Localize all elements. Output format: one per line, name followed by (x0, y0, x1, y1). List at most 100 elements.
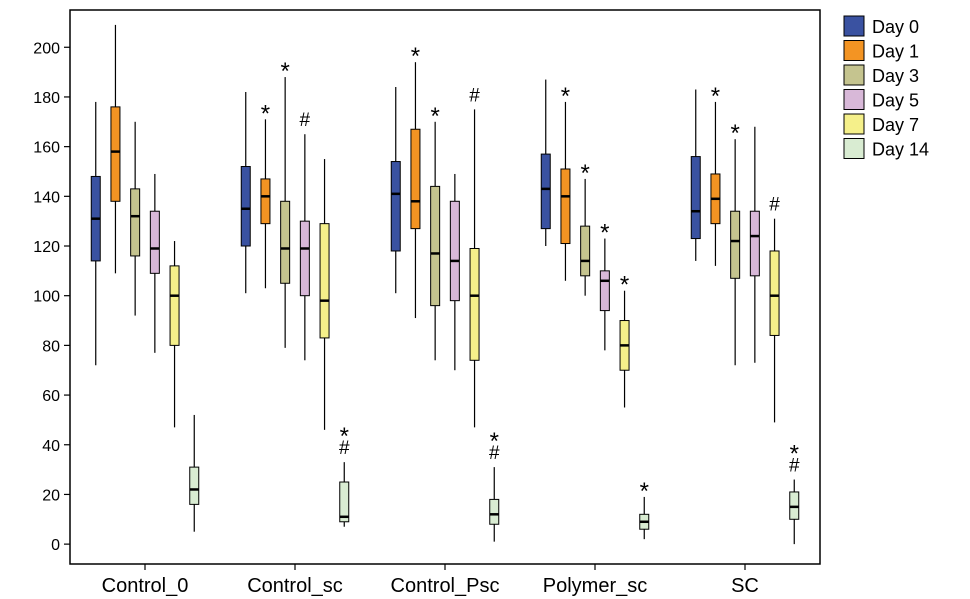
box-day-0-polymer_sc (540, 79, 551, 247)
box-rect (599, 270, 610, 312)
legend-label: Day 14 (872, 140, 929, 160)
box-rect (299, 220, 310, 297)
box-day-14-sc: *# (789, 441, 800, 545)
box-rect (410, 128, 421, 230)
box-rect (560, 168, 571, 245)
significance-star: * (640, 478, 649, 505)
legend-label: Day 1 (872, 42, 919, 62)
y-tick-label: 80 (42, 338, 60, 355)
x-category-label: Polymer_sc (543, 575, 647, 597)
box-rect (280, 200, 291, 284)
y-tick-label: 20 (42, 487, 60, 504)
box-rect (319, 223, 330, 339)
box-day-7-control_sc (319, 159, 330, 430)
significance-hash: # (769, 195, 780, 216)
legend-item: Day 0 (843, 15, 919, 37)
significance-hash: # (339, 438, 350, 459)
box-day-14-control_sc: *# (339, 423, 350, 527)
box-rect (489, 498, 500, 525)
significance-star: * (730, 120, 739, 147)
box-day-0-sc (690, 89, 701, 261)
box-day-5-sc (749, 126, 760, 363)
y-tick-label: 60 (42, 388, 60, 405)
box-rect (449, 200, 460, 302)
box-day-1-control_sc: * (260, 100, 271, 289)
plot-frame (69, 9, 821, 565)
legend-item: Day 1 (843, 40, 919, 62)
plot-frame-rect (69, 9, 821, 565)
box-day-0-control_0 (90, 101, 101, 366)
box-day-1-control_0 (110, 24, 121, 274)
box-day-7-polymer_sc: * (619, 272, 630, 408)
box-rect (580, 225, 591, 277)
legend-label: Day 5 (872, 91, 919, 111)
box-day-3-control_psc: * (430, 103, 441, 361)
significance-star: * (340, 423, 349, 450)
box-day-7-control_0 (169, 241, 180, 428)
legend-item: Day 14 (843, 138, 929, 160)
box-day-1-polymer_sc: * (560, 83, 571, 281)
box-day-14-polymer_sc: * (639, 478, 650, 540)
significance-hash: # (469, 85, 480, 106)
boxes: *** *****#*#*#*# *#**# (90, 24, 800, 545)
significance-star: * (711, 83, 720, 110)
box-rect (240, 166, 251, 247)
box-rect (690, 156, 701, 240)
box-day-0-control_psc (390, 87, 401, 294)
box-rect (169, 265, 180, 346)
legend-item: Day 5 (843, 89, 919, 111)
box-rect (189, 466, 200, 505)
x-category-label: Control_Psc (391, 575, 500, 597)
box-day-3-control_sc: * (280, 58, 291, 348)
legend-swatch (843, 89, 865, 110)
significance-star: * (261, 100, 270, 127)
box-rect (540, 153, 551, 230)
box-day-5-control_psc (449, 173, 460, 371)
box-day-7-control_psc: # (469, 85, 480, 428)
box-rect (469, 247, 480, 361)
legend-swatch (843, 15, 865, 37)
significance-star: * (580, 160, 589, 187)
significance-star: * (561, 83, 570, 110)
y-axis: 0 20 40 60 80 100 120 140 160 180 200 (33, 40, 70, 554)
x-axis: Control_0 Control_sc Control_Psc Polymer_sc… (102, 564, 759, 597)
legend-label: Day 3 (872, 66, 919, 86)
x-category-label: Control_0 (102, 575, 189, 597)
box-day-3-sc: * (730, 120, 741, 366)
y-tick-label: 40 (42, 438, 60, 455)
legend-swatch (843, 138, 865, 159)
legend-label: Day 7 (872, 115, 919, 135)
box-rect (430, 185, 441, 307)
y-tick-label: 200 (33, 40, 60, 57)
legend-swatch (843, 40, 865, 61)
significance-star: * (280, 58, 289, 85)
box-rect (339, 481, 350, 523)
box-day-1-sc: * (710, 83, 721, 266)
y-tick-label: 120 (33, 239, 60, 256)
y-tick-label: 100 (33, 289, 60, 306)
legend-swatch (843, 113, 865, 135)
legend: Day 0 Day 1 Day 3 Day 5 Day 7 Day 14 (843, 15, 929, 160)
legend-label: Day 0 (872, 17, 919, 37)
box-rect (149, 210, 160, 274)
box-day-3-polymer_sc: * (580, 160, 591, 296)
box-day-14-control_0 (189, 414, 200, 532)
y-tick-label: 0 (51, 537, 60, 554)
significance-star: * (620, 272, 629, 299)
box-rect (749, 210, 760, 277)
box-day-5-control_0 (149, 173, 160, 353)
box-rect (769, 250, 780, 336)
y-tick-label: 140 (33, 189, 60, 206)
x-category-label: SC (731, 575, 759, 597)
y-tick-label: 160 (33, 140, 60, 157)
box-rect (260, 178, 271, 225)
legend-item: Day 3 (843, 64, 919, 86)
box-day-1-control_psc: * (410, 43, 421, 319)
significance-star: * (600, 220, 609, 247)
significance-hash: # (300, 110, 311, 131)
legend-item: Day 7 (843, 113, 919, 135)
box-day-3-control_0 (130, 121, 141, 316)
significance-star: * (430, 103, 439, 130)
box-day-14-control_psc: *# (489, 428, 500, 542)
